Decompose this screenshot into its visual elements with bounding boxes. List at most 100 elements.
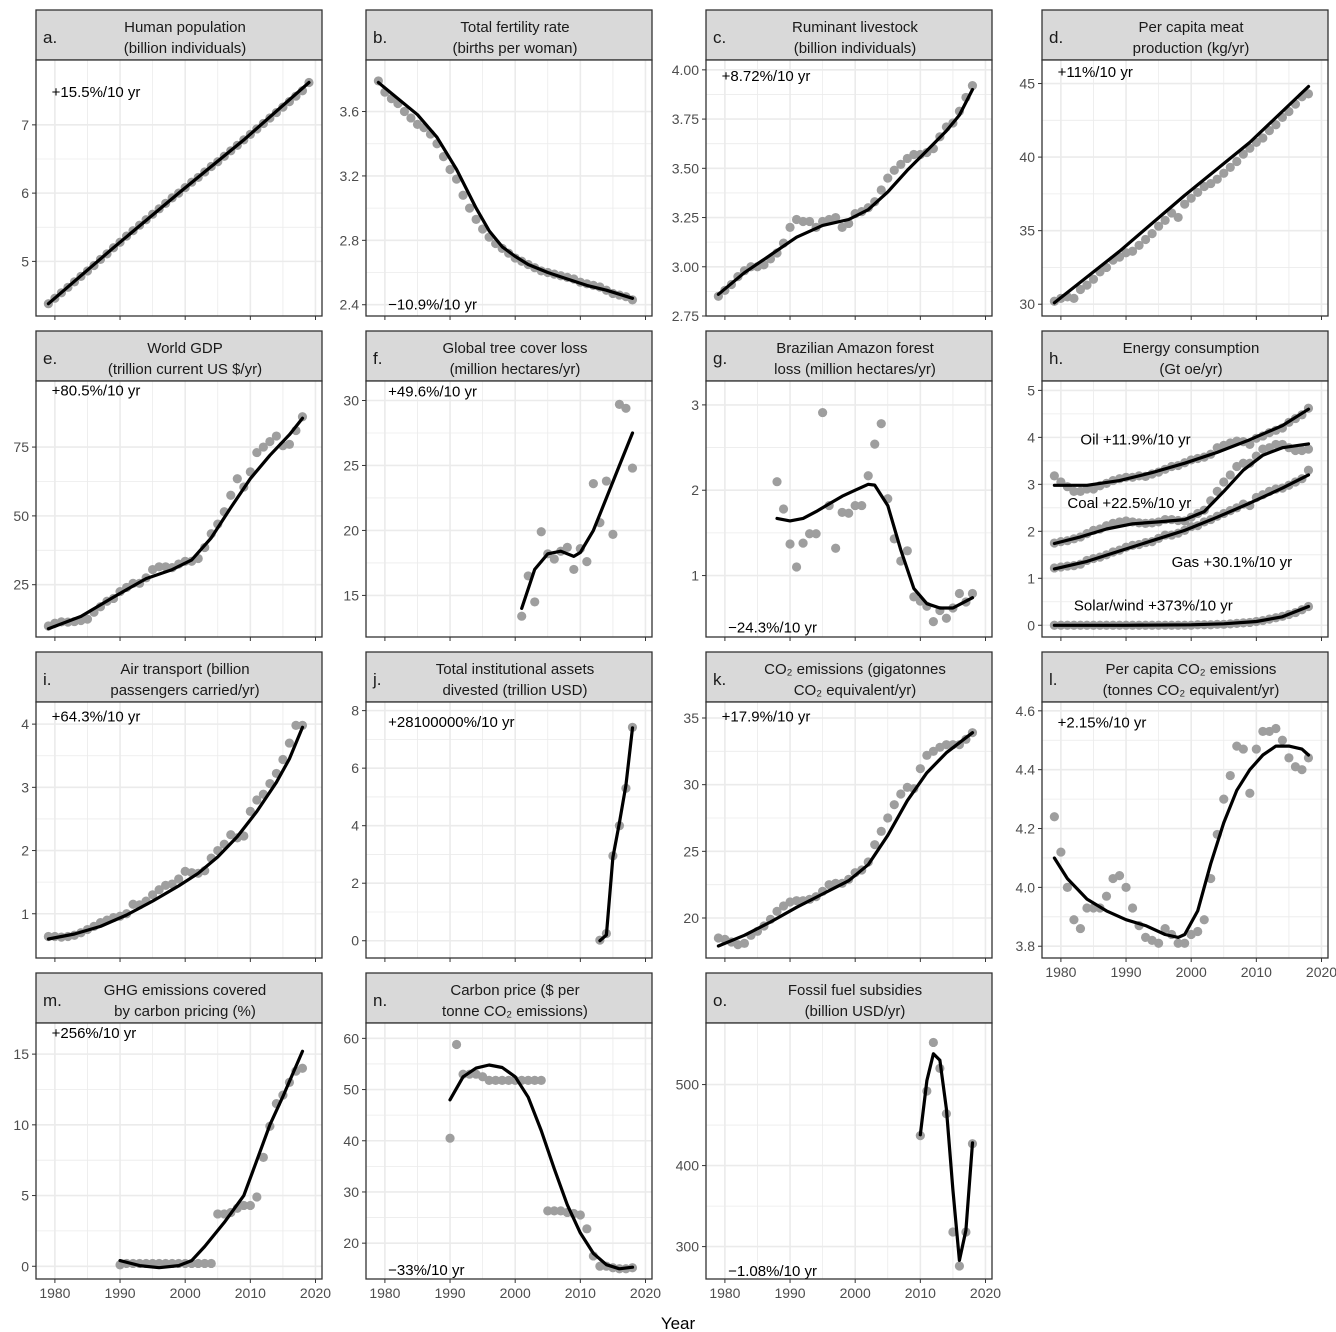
trend-annotation: −33%/10 yr xyxy=(388,1262,464,1279)
data-point xyxy=(517,611,527,621)
panel-title-line: passengers carried/yr) xyxy=(110,682,259,699)
panel-title-line: (billion individuals) xyxy=(794,40,917,57)
data-point xyxy=(297,720,308,730)
plot-background xyxy=(36,1023,322,1279)
y-tick-label: 3.8 xyxy=(1016,938,1036,954)
panel-h: h. Energy consumption (Gt oe/yr) Oil +11.9%… xyxy=(1027,330,1329,641)
data-point xyxy=(595,1261,605,1271)
panel-strip xyxy=(35,9,323,61)
y-tick-label: 3 xyxy=(691,397,699,413)
data-point xyxy=(258,442,268,452)
y-tick-label: 4 xyxy=(21,716,29,732)
trend-annotation: Solar/wind +373%/10 yr xyxy=(1074,598,1233,615)
trend-annotation: −10.9%/10 yr xyxy=(388,297,477,314)
y-tick-label: 2.8 xyxy=(340,232,360,248)
y-tick-label: 2 xyxy=(691,482,699,498)
fit-line xyxy=(918,1052,975,1262)
data-point xyxy=(954,588,965,599)
data-point xyxy=(1193,187,1203,198)
panel-strip xyxy=(365,651,653,703)
data-point xyxy=(1277,735,1287,745)
data-point xyxy=(1160,923,1170,934)
panel-border xyxy=(705,380,993,638)
data-point xyxy=(798,538,808,548)
data-point xyxy=(1140,234,1151,245)
data-point xyxy=(1258,133,1268,143)
data-point xyxy=(608,529,618,539)
data-point xyxy=(1264,126,1274,136)
panel-title-line: CO₂ equivalent/yr) xyxy=(794,682,917,699)
panel-l: l. Per capita CO₂ emissions (tonnes CO₂ eq… xyxy=(1016,651,1336,980)
data-point xyxy=(530,597,540,607)
data-point xyxy=(536,1075,546,1085)
y-tick-label: 20 xyxy=(343,522,359,538)
panel-title-line: CO₂ emissions (gigatonnes xyxy=(764,661,946,678)
y-tick-label: 4.0 xyxy=(1016,879,1036,895)
y-tick-label: 4.6 xyxy=(1016,703,1036,719)
y-tick-label: 50 xyxy=(13,508,29,524)
panel-m: m. GHG emissions covered by carbon pricing… xyxy=(13,972,331,1301)
data-point xyxy=(258,1152,268,1162)
panel-border xyxy=(35,1022,323,1280)
panel-border xyxy=(365,701,653,959)
trend-annotation: +15.5%/10 yr xyxy=(52,84,141,101)
panel-title-line: by carbon pricing (%) xyxy=(114,1003,256,1020)
trend-annotation: +64.3%/10 yr xyxy=(52,709,141,726)
data-point xyxy=(167,879,177,889)
data-point xyxy=(154,1258,164,1269)
panel-letter: i. xyxy=(43,670,52,689)
data-point xyxy=(1082,903,1092,913)
y-tick-label: 5 xyxy=(21,253,29,269)
data-point xyxy=(601,476,611,486)
panel-title-line: divested (trillion USD) xyxy=(442,682,587,699)
data-point xyxy=(1284,753,1294,763)
data-point xyxy=(831,212,841,223)
fit-line xyxy=(376,80,635,300)
fit-line xyxy=(598,726,635,943)
panel-border xyxy=(1041,59,1329,317)
data-point xyxy=(804,216,815,227)
panel-letter: b. xyxy=(373,28,387,47)
data-point xyxy=(785,539,795,549)
data-point xyxy=(284,439,295,449)
data-point xyxy=(1147,229,1157,239)
data-point xyxy=(1232,156,1242,167)
x-tick-label: 2020 xyxy=(630,1285,661,1301)
panel-title-line: (trillion current US $/yr) xyxy=(108,361,262,378)
data-point xyxy=(1088,274,1099,284)
data-point xyxy=(193,1258,203,1269)
data-point xyxy=(1069,293,1079,303)
y-tick-label: 30 xyxy=(1019,296,1035,312)
y-tick-label: 50 xyxy=(343,1082,359,1098)
data-point xyxy=(621,403,631,413)
data-point xyxy=(1290,445,1301,456)
fit-line xyxy=(46,80,311,306)
data-point xyxy=(896,789,906,799)
data-point xyxy=(954,1261,965,1271)
y-tick-label: 2.75 xyxy=(672,308,699,324)
data-point xyxy=(739,938,750,948)
y-tick-label: 3.75 xyxy=(672,111,699,127)
panel-strip xyxy=(705,9,993,61)
panel-title-line: Total fertility rate xyxy=(460,19,569,36)
trend-annotation: +8.72%/10 yr xyxy=(722,68,811,85)
data-point xyxy=(967,588,978,599)
trend-annotation: +256%/10 yr xyxy=(52,1025,137,1042)
data-point xyxy=(1114,871,1125,881)
data-point xyxy=(1193,926,1203,937)
data-point xyxy=(1154,221,1164,231)
trend-annotation: +11%/10 yr xyxy=(1058,64,1133,81)
data-point xyxy=(876,185,886,195)
data-point xyxy=(245,1200,255,1211)
panel-letter: j. xyxy=(372,670,382,689)
x-tick-label: 2010 xyxy=(1241,964,1272,980)
data-point xyxy=(831,543,841,553)
panel-title-line: (million hectares/yr) xyxy=(450,361,581,378)
data-point xyxy=(909,149,919,160)
data-point xyxy=(1160,215,1170,225)
data-point xyxy=(406,113,416,123)
y-tick-label: 8 xyxy=(351,703,359,719)
panel-title-line: Human population xyxy=(124,19,246,36)
panel-g: g. Brazilian Amazon forest loss (million h… xyxy=(691,330,993,641)
data-point xyxy=(772,477,782,487)
